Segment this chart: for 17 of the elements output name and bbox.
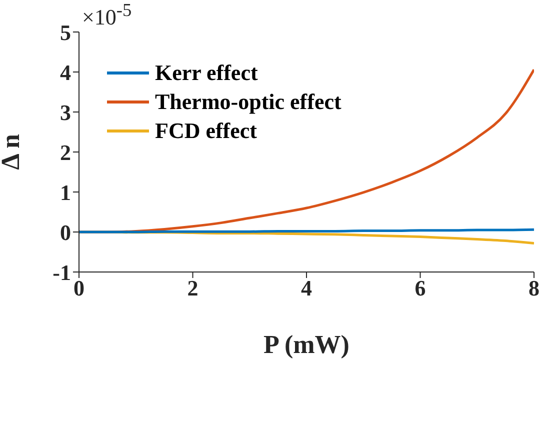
x-tick-label: 6 [414,276,426,301]
y-tick-label: 3 [60,100,71,125]
y-tick-label: 4 [60,60,71,85]
y-tick-label: 0 [60,220,71,245]
x-tick-label: 4 [301,276,312,301]
y-tick-label: -1 [52,260,71,285]
y-axis-title: Δ n [0,134,26,170]
x-tick-label: 2 [187,276,198,301]
legend-label: Kerr effect [155,60,258,86]
y-tick-label: 5 [60,20,71,45]
x-tick-label: 8 [528,276,540,301]
legend-label: FCD effect [155,118,257,144]
y-tick-label: 2 [60,140,71,165]
y-tick-label: 1 [60,180,71,205]
x-axis-title: P (mW) [264,330,350,359]
text: ×10$^{-5}$ [82,0,132,30]
legend-label: Thermo-optic effect [155,88,342,114]
